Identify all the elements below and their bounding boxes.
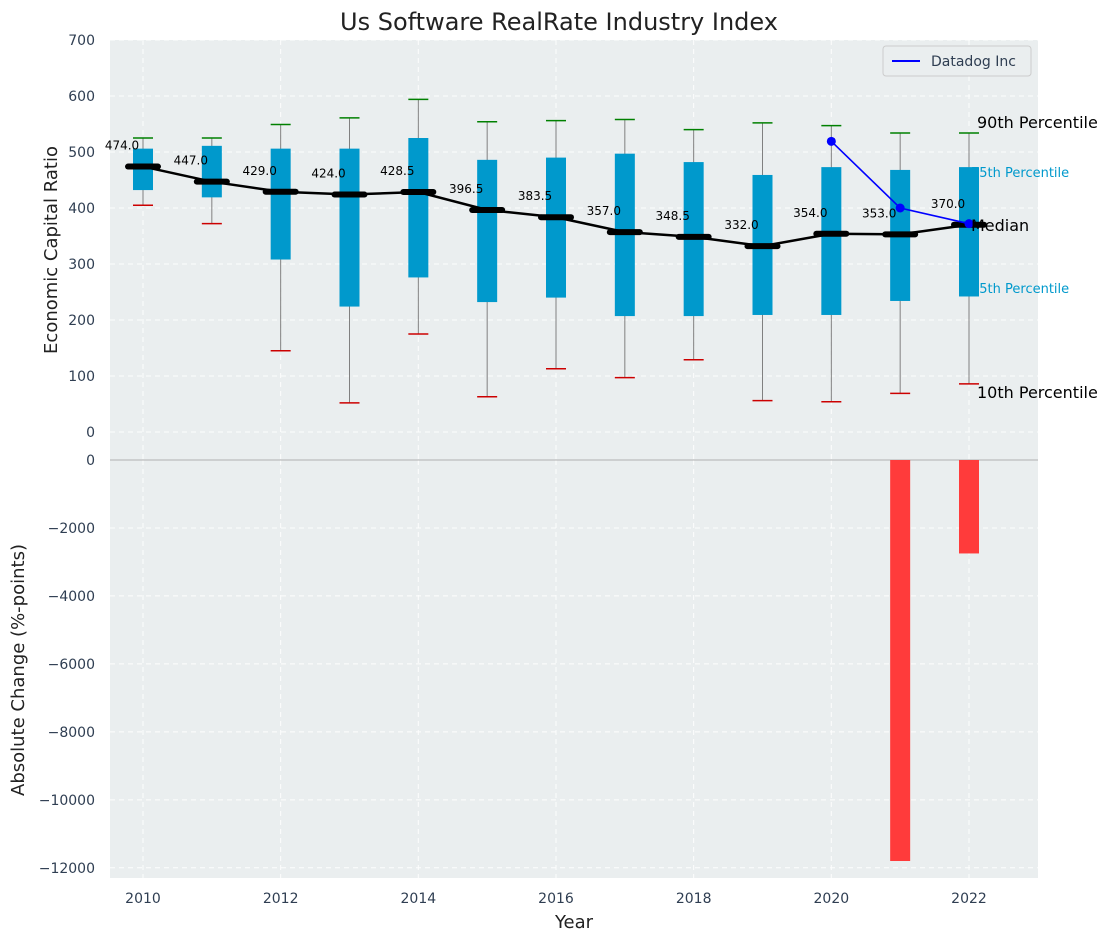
median-value-label-2014: 428.5 (380, 164, 414, 178)
series-point-2022 (964, 219, 974, 229)
legend: Datadog Inc (882, 45, 1032, 77)
change-bar-2021 (890, 460, 911, 862)
median-value-label-2018: 348.5 (655, 209, 689, 223)
top-y-tick-label: 200 (68, 313, 95, 329)
legend-box (882, 45, 1032, 77)
median-value-label-2019: 332.0 (724, 218, 758, 232)
median-value-label-2017: 357.0 (587, 204, 621, 218)
median-value-label-2016: 383.5 (518, 189, 552, 203)
bottom-y-tick-label: −10000 (39, 793, 95, 809)
top-y-tick-label: 500 (68, 145, 95, 161)
annotation-p10: 10th Percentile (977, 383, 1098, 402)
bottom-y-axis-label: Absolute Change (%-points) (8, 544, 29, 796)
median-value-label-2020: 354.0 (793, 206, 827, 220)
box-2016 (546, 157, 566, 298)
x-tick-label: 2022 (951, 891, 987, 907)
top-plot-area (110, 40, 1038, 460)
legend-label-datadog: Datadog Inc (931, 54, 1016, 70)
series-point-2021 (895, 203, 905, 213)
box-2022 (959, 167, 979, 297)
median-value-label-2021: 353.0 (862, 206, 896, 220)
box-2020 (821, 167, 842, 315)
median-value-label-2022: 370.0 (931, 197, 965, 211)
series-point-2020 (826, 136, 836, 146)
median-value-label-2010: 474.0 (105, 139, 139, 153)
change-bar-2022 (959, 460, 979, 554)
box-2014 (408, 138, 429, 278)
x-tick-label: 2014 (401, 891, 437, 907)
x-tick-label: 2010 (125, 891, 161, 907)
top-y-tick-label: 700 (68, 33, 95, 49)
bottom-y-tick-label: 0 (86, 453, 95, 469)
top-y-tick-label: 300 (68, 257, 95, 273)
bottom-plot-area (110, 460, 1038, 878)
bottom-y-tick-label: −2000 (48, 521, 95, 537)
top-y-tick-label: 0 (86, 425, 95, 441)
box-2012 (270, 148, 291, 260)
top-y-tick-label: 400 (68, 201, 95, 217)
median-trend-line (142, 165, 970, 248)
annotation-q25: 25th Percentile (971, 282, 1069, 297)
top-y-axis-label: Economic Capital Ratio (41, 146, 62, 354)
chart-title: Us Software RealRate Industry Index (340, 8, 778, 36)
bottom-y-tick-label: −4000 (48, 589, 95, 605)
x-tick-label: 2016 (538, 891, 574, 907)
box-2013 (339, 148, 360, 307)
bottom-y-tick-label: −6000 (48, 657, 95, 673)
annotation-p90: 90th Percentile (977, 113, 1098, 132)
annotation-median: Median (971, 216, 1029, 235)
box-2015 (477, 159, 498, 303)
median-value-label-2012: 429.0 (242, 164, 276, 178)
median-value-label-2011: 447.0 (174, 154, 208, 168)
top-y-tick-label: 100 (68, 369, 95, 385)
x-tick-label: 2012 (263, 891, 299, 907)
top-y-tick-label: 600 (68, 89, 95, 105)
x-tick-label: 2020 (814, 891, 850, 907)
median-value-label-2013: 424.0 (311, 167, 345, 181)
bottom-y-tick-label: −12000 (39, 861, 95, 877)
median-value-label-2015: 396.5 (449, 182, 483, 196)
x-tick-label: 2018 (676, 891, 712, 907)
x-axis-label: Year (554, 912, 594, 933)
annotation-q75: 75th Percentile (971, 166, 1069, 181)
bottom-y-tick-label: −8000 (48, 725, 95, 741)
